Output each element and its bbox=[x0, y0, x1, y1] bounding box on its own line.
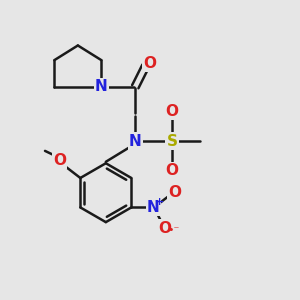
Text: •⁻: •⁻ bbox=[167, 225, 179, 235]
Text: O: O bbox=[143, 56, 157, 70]
Text: O: O bbox=[166, 163, 178, 178]
Text: N: N bbox=[129, 134, 142, 149]
Text: O: O bbox=[159, 220, 172, 236]
Text: +: + bbox=[155, 196, 164, 206]
Text: N: N bbox=[95, 79, 108, 94]
Text: S: S bbox=[167, 134, 178, 149]
Text: O: O bbox=[168, 185, 181, 200]
Text: O: O bbox=[166, 104, 178, 119]
Text: O: O bbox=[53, 153, 66, 168]
Text: N: N bbox=[147, 200, 160, 215]
